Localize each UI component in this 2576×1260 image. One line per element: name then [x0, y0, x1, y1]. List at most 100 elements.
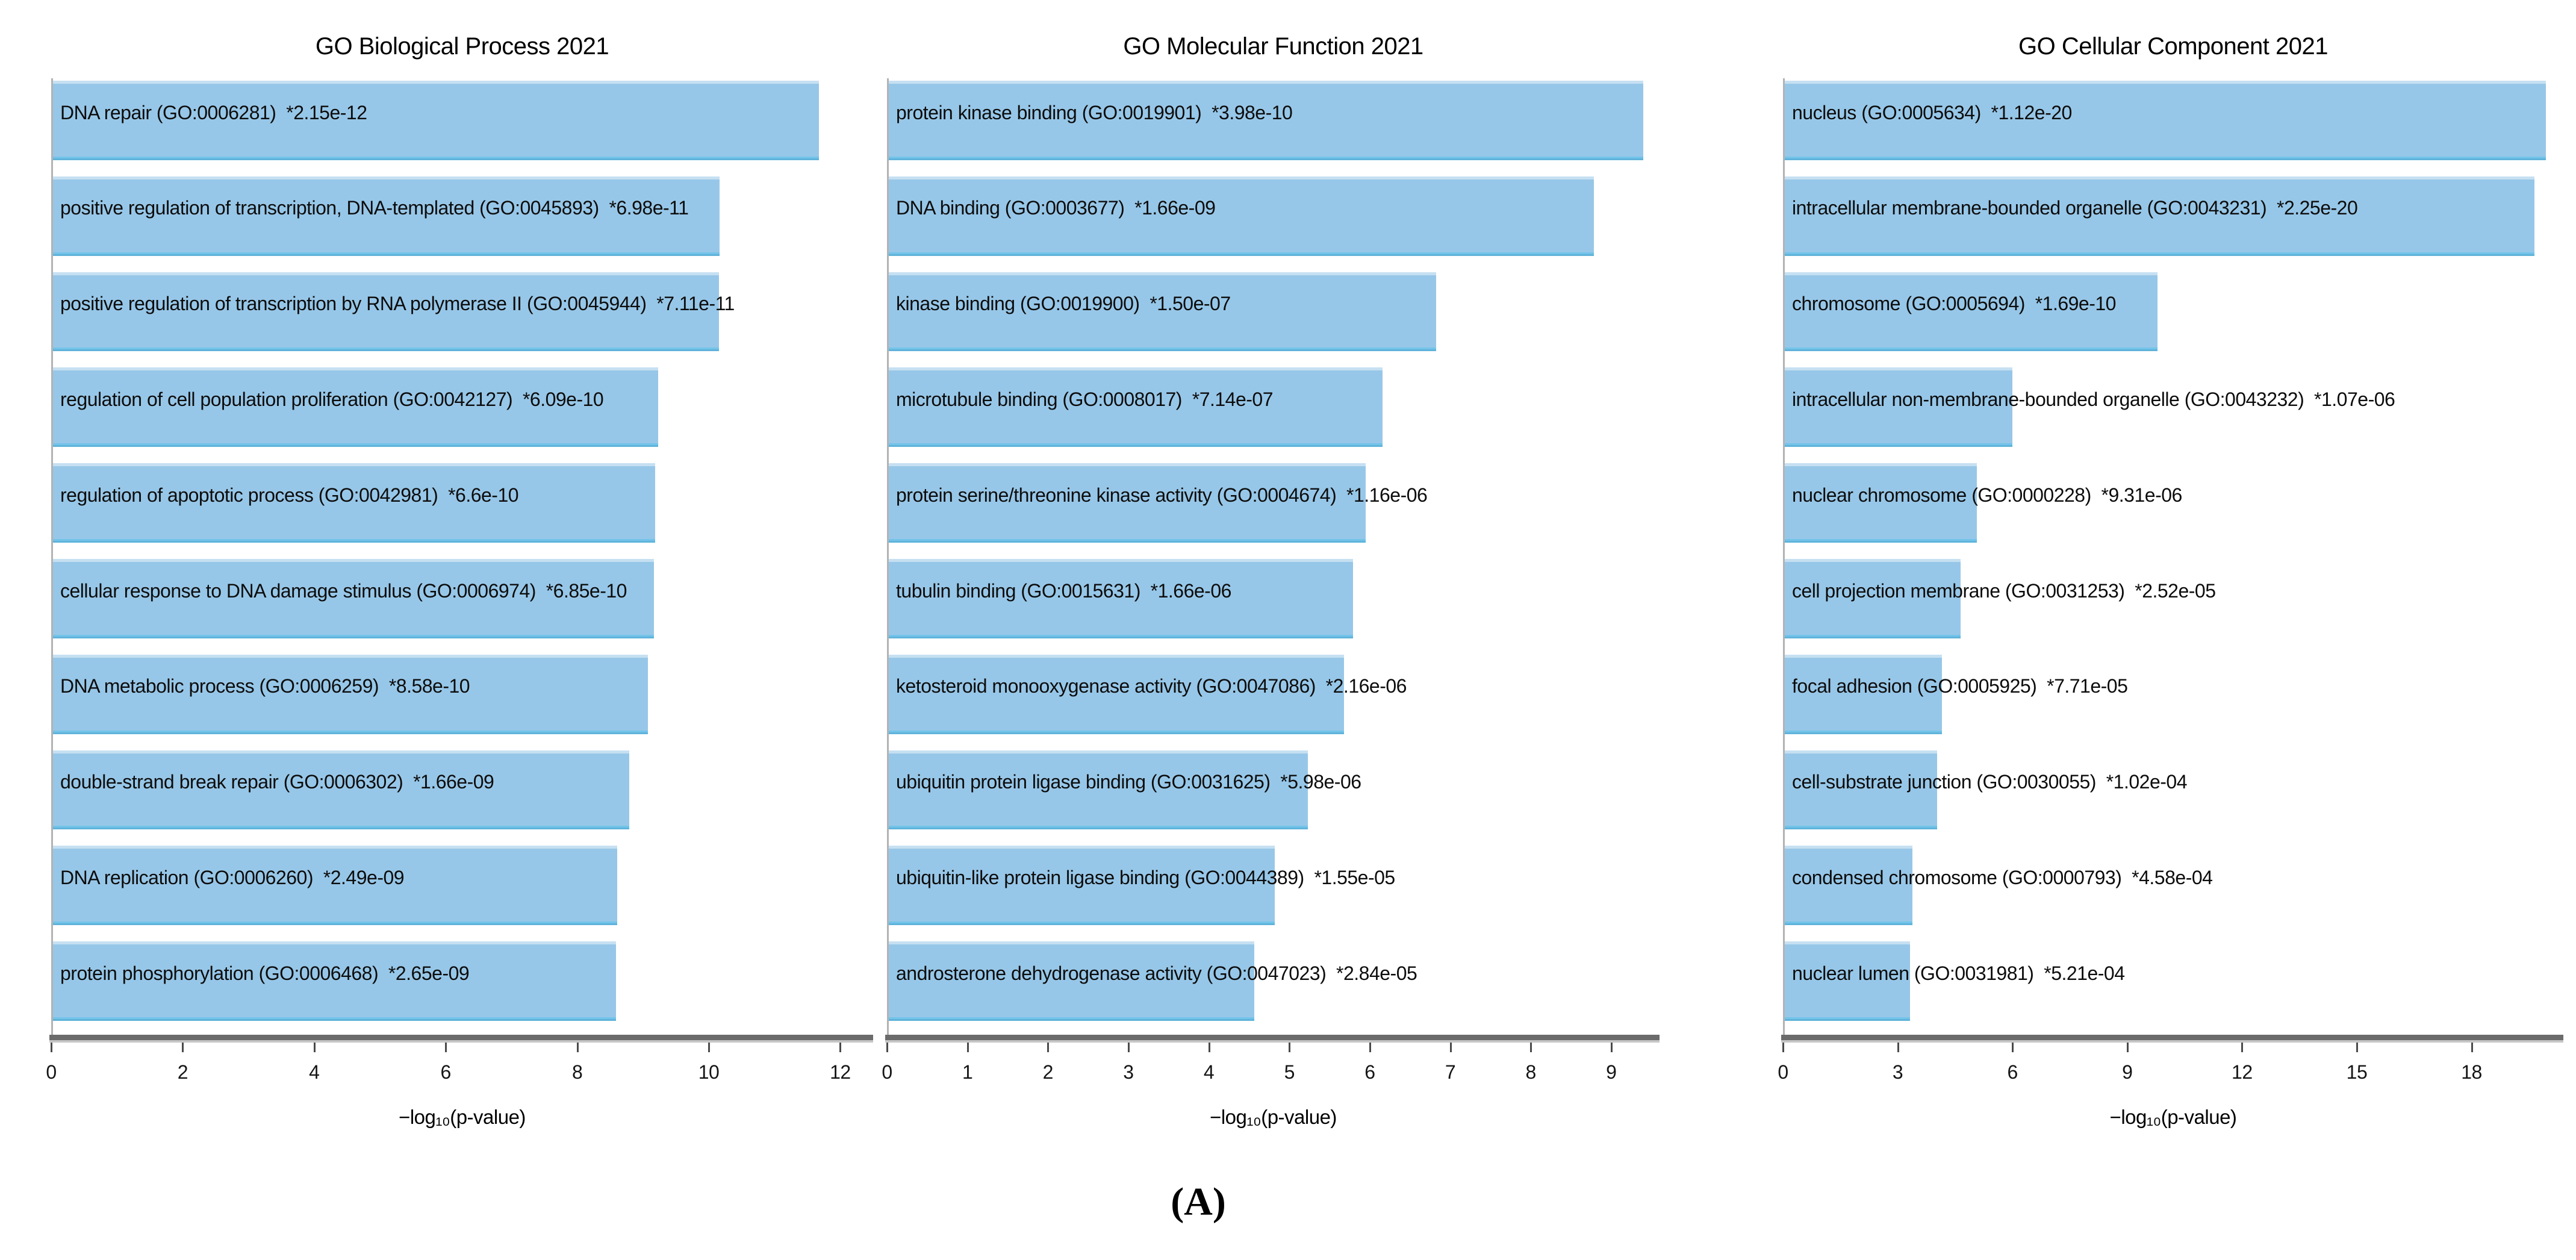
- tick-label: 12: [2232, 1061, 2253, 1083]
- bar: [53, 176, 720, 256]
- bar-row: DNA replication (GO:0006260) *2.49e-09: [53, 843, 873, 939]
- axis-tick: [1897, 1043, 1899, 1052]
- x-axis-label: −log₁₀(p-value): [399, 1106, 526, 1128]
- tick-label: 0: [46, 1061, 57, 1083]
- bar-label: cell-substrate junction (GO:0030055) *1.…: [1792, 771, 2188, 793]
- chart-title: GO Molecular Function 2021: [1123, 33, 1423, 60]
- axis-tick: [2241, 1043, 2244, 1052]
- axis-line: [49, 1035, 873, 1043]
- bar: [889, 558, 1353, 638]
- axis-tick: [2471, 1043, 2473, 1052]
- tick-label: 8: [571, 1061, 583, 1083]
- axis-tick: [1127, 1043, 1130, 1052]
- bar-label: ubiquitin-like protein ligase binding (G…: [896, 867, 1395, 889]
- axis-tick: [51, 1043, 52, 1052]
- bar-label: chromosome (GO:0005694) *1.69e-10: [1792, 293, 2116, 315]
- axis-tick: [576, 1043, 579, 1052]
- bar-row: ketosteroid monooxygenase activity (GO:0…: [889, 652, 1660, 748]
- axis-tick: [2126, 1043, 2129, 1052]
- bar-label: protein kinase binding (GO:0019901) *3.9…: [896, 101, 1293, 123]
- tick-label: 1: [962, 1061, 973, 1083]
- figure-caption: (A): [1171, 1180, 1226, 1224]
- chart-panel-go-cellular-component: GO Cellular Component 2021 nucleus (GO:0…: [1778, 33, 2563, 1179]
- bar: [1785, 654, 1942, 734]
- bar: [889, 941, 1254, 1021]
- tick-label: 12: [830, 1061, 851, 1083]
- bar-row: DNA binding (GO:0003677) *1.66e-09: [889, 174, 1660, 270]
- tick-label: 4: [1203, 1061, 1215, 1083]
- bar: [1785, 272, 2158, 352]
- bar-label: ketosteroid monooxygenase activity (GO:0…: [896, 675, 1407, 697]
- bar-row: tubulin binding (GO:0015631) *1.66e-06: [889, 557, 1660, 652]
- tick-label: 9: [1606, 1061, 1617, 1083]
- bar-row: cell projection membrane (GO:0031253) *2…: [1785, 557, 2563, 652]
- x-axis: 0 1 2 3 4 5 6 7 8 9 −log₁₀(p-value): [882, 1035, 1660, 1179]
- tick-label: 2: [177, 1061, 188, 1083]
- bar-label: DNA replication (GO:0006260) *2.49e-09: [60, 867, 405, 889]
- bar-row: intracellular non-membrane-bounded organ…: [1785, 365, 2563, 461]
- bar-row: DNA repair (GO:0006281) *2.15e-12: [53, 78, 873, 174]
- bar: [1785, 750, 1937, 830]
- bar: [53, 846, 618, 926]
- x-axis: 0 3 6 9 12 15 18 −log₁₀(p-value): [1778, 1035, 2563, 1179]
- bar-row: chromosome (GO:0005694) *1.69e-10: [1785, 270, 2563, 366]
- axis-tick: [2356, 1043, 2358, 1052]
- bar-row: positive regulation of transcription, DN…: [53, 174, 873, 270]
- bar: [1785, 846, 1912, 926]
- bar-row: ubiquitin-like protein ligase binding (G…: [889, 843, 1660, 939]
- bar-row: nuclear chromosome (GO:0000228) *9.31e-0…: [1785, 461, 2563, 557]
- bar: [53, 272, 719, 352]
- tick-label: 10: [698, 1061, 720, 1083]
- bar-row: cellular response to DNA damage stimulus…: [53, 557, 873, 652]
- axis-tick: [1047, 1043, 1050, 1052]
- x-axis-label: −log₁₀(p-value): [1210, 1106, 1337, 1128]
- bar-row: nuclear lumen (GO:0031981) *5.21e-04: [1785, 939, 2563, 1035]
- bar: [53, 80, 819, 160]
- axis-tick: [708, 1043, 710, 1052]
- bar-label: protein serine/threonine kinase activity…: [896, 484, 1428, 506]
- bar: [889, 367, 1383, 448]
- bar-row: protein kinase binding (GO:0019901) *3.9…: [889, 78, 1660, 174]
- chart-title: GO Biological Process 2021: [315, 33, 609, 60]
- axis-tick: [182, 1043, 184, 1052]
- bar: [889, 176, 1594, 256]
- axis-line: [1781, 1035, 2563, 1043]
- bar-label: regulation of cell population proliferat…: [60, 388, 604, 411]
- bar-label: nucleus (GO:0005634) *1.12e-20: [1792, 101, 2072, 123]
- bar-label: kinase binding (GO:0019900) *1.50e-07: [896, 293, 1231, 315]
- axis-tick: [966, 1043, 969, 1052]
- plot-area: protein kinase binding (GO:0019901) *3.9…: [887, 78, 1660, 1035]
- bar-row: ubiquitin protein ligase binding (GO:003…: [889, 748, 1660, 844]
- chart-title: GO Cellular Component 2021: [2018, 33, 2328, 60]
- tick-label: 6: [1364, 1061, 1375, 1083]
- bar-label: protein phosphorylation (GO:0006468) *2.…: [60, 962, 470, 984]
- bar: [53, 463, 656, 543]
- bar-label: microtubule binding (GO:0008017) *7.14e-…: [896, 388, 1274, 411]
- bar-row: DNA metabolic process (GO:0006259) *8.58…: [53, 652, 873, 748]
- tick-label: 4: [309, 1061, 320, 1083]
- bar: [889, 846, 1275, 926]
- bar-row: double-strand break repair (GO:0006302) …: [53, 748, 873, 844]
- bar-row: condensed chromosome (GO:0000793) *4.58e…: [1785, 843, 2563, 939]
- bar: [1785, 176, 2535, 256]
- bar-label: regulation of apoptotic process (GO:0042…: [60, 484, 519, 506]
- tick-label: 8: [1525, 1061, 1537, 1083]
- bar-row: protein serine/threonine kinase activity…: [889, 461, 1660, 557]
- bar-row: protein phosphorylation (GO:0006468) *2.…: [53, 939, 873, 1035]
- plot-area: nucleus (GO:0005634) *1.12e-20 intracellu…: [1783, 78, 2563, 1035]
- bar: [1785, 463, 1977, 543]
- bar-label: nuclear lumen (GO:0031981) *5.21e-04: [1792, 962, 2125, 984]
- bar: [889, 272, 1437, 352]
- bar: [53, 654, 649, 734]
- bar: [1785, 941, 1910, 1021]
- bar-label: ubiquitin protein ligase binding (GO:003…: [896, 771, 1361, 793]
- bar-row: kinase binding (GO:0019900) *1.50e-07: [889, 270, 1660, 366]
- bar-label: cellular response to DNA damage stimulus…: [60, 579, 627, 602]
- tick-label: 15: [2346, 1061, 2368, 1083]
- bar-row: cell-substrate junction (GO:0030055) *1.…: [1785, 748, 2563, 844]
- tick-label: 5: [1284, 1061, 1295, 1083]
- bar-row: androsterone dehydrogenase activity (GO:…: [889, 939, 1660, 1035]
- bar-label: cell projection membrane (GO:0031253) *2…: [1792, 579, 2216, 602]
- axis-tick: [313, 1043, 316, 1052]
